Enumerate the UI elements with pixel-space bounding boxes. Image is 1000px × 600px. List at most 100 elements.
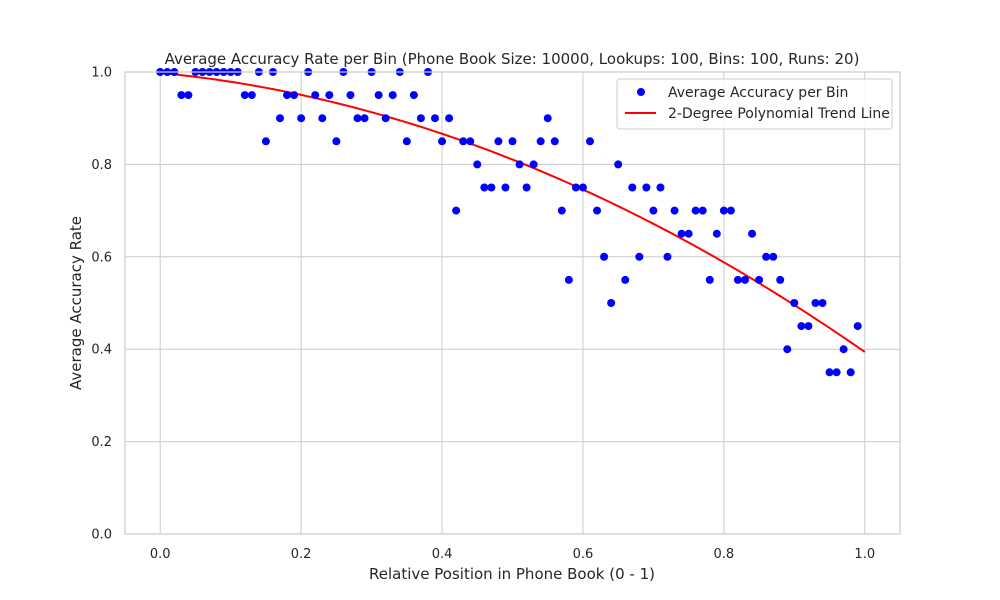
data-point bbox=[318, 114, 327, 123]
data-point bbox=[712, 229, 721, 238]
data-point bbox=[325, 91, 334, 100]
data-point bbox=[832, 368, 841, 377]
data-point bbox=[261, 137, 270, 146]
data-point bbox=[776, 275, 785, 284]
data-point bbox=[438, 137, 447, 146]
data-point bbox=[480, 183, 489, 192]
data-point bbox=[381, 114, 390, 123]
x-axis-label: Relative Position in Phone Book (0 - 1) bbox=[369, 565, 655, 583]
data-point bbox=[656, 183, 665, 192]
data-point bbox=[543, 114, 552, 123]
data-point bbox=[642, 183, 651, 192]
data-point bbox=[409, 91, 418, 100]
legend: Average Accuracy per Bin 2-Degree Polyno… bbox=[616, 78, 893, 130]
data-point bbox=[741, 275, 749, 284]
x-tick-label: 0.4 bbox=[432, 547, 453, 562]
data-point bbox=[494, 137, 503, 146]
data-point bbox=[663, 252, 672, 261]
data-point bbox=[332, 137, 341, 146]
data-point bbox=[240, 91, 249, 100]
data-point bbox=[353, 114, 362, 123]
data-point bbox=[184, 91, 193, 100]
data-point bbox=[628, 183, 637, 192]
data-point bbox=[466, 137, 475, 146]
data-point bbox=[402, 137, 411, 146]
data-point bbox=[649, 206, 658, 215]
data-point bbox=[607, 299, 616, 307]
data-point bbox=[487, 183, 496, 192]
data-point bbox=[557, 206, 566, 215]
data-point bbox=[769, 252, 778, 261]
data-point bbox=[501, 183, 510, 192]
data-point bbox=[452, 206, 461, 215]
data-point bbox=[790, 299, 799, 307]
y-tick-label: 1.0 bbox=[91, 66, 112, 81]
data-point bbox=[445, 114, 454, 123]
data-point bbox=[755, 275, 764, 284]
data-point bbox=[388, 91, 397, 100]
data-point bbox=[719, 206, 728, 215]
x-tick-label: 0.0 bbox=[150, 547, 171, 562]
data-point bbox=[473, 160, 482, 169]
data-point bbox=[726, 206, 735, 215]
data-point bbox=[846, 368, 855, 377]
data-point bbox=[522, 183, 531, 192]
y-tick-label: 0.2 bbox=[91, 435, 112, 450]
data-point bbox=[431, 114, 439, 123]
y-tick-label: 0.4 bbox=[91, 343, 112, 358]
data-point bbox=[515, 160, 524, 169]
y-tick-label: 0.6 bbox=[91, 250, 112, 265]
data-point bbox=[839, 345, 848, 354]
legend-line-label: 2-Degree Polynomial Trend Line bbox=[668, 106, 890, 122]
data-point bbox=[529, 160, 538, 169]
data-point bbox=[600, 252, 609, 261]
plot-frame bbox=[124, 71, 901, 535]
data-point bbox=[670, 206, 679, 215]
x-tick-label: 0.2 bbox=[291, 547, 312, 562]
data-point bbox=[346, 91, 355, 100]
plot-border bbox=[124, 71, 901, 535]
y-axis-label: Average Accuracy Rate bbox=[67, 216, 85, 390]
data-point bbox=[276, 114, 284, 123]
data-point bbox=[550, 137, 559, 146]
trend-layer bbox=[160, 71, 866, 353]
data-point bbox=[783, 345, 792, 354]
legend-box bbox=[616, 78, 893, 130]
data-point bbox=[635, 252, 644, 261]
data-point bbox=[684, 229, 693, 238]
data-point bbox=[360, 114, 369, 123]
y-tick-label: 0.8 bbox=[91, 158, 112, 173]
legend-scatter-label: Average Accuracy per Bin bbox=[668, 85, 848, 101]
data-point bbox=[297, 114, 306, 123]
data-point bbox=[593, 206, 602, 215]
trend-line bbox=[160, 71, 866, 353]
data-point bbox=[691, 206, 700, 215]
data-point bbox=[290, 91, 299, 100]
data-point bbox=[578, 183, 587, 192]
data-point bbox=[564, 275, 573, 284]
data-point bbox=[283, 91, 292, 100]
data-point bbox=[811, 299, 820, 307]
legend-scatter-marker bbox=[637, 88, 645, 96]
data-point bbox=[762, 252, 771, 261]
data-point bbox=[536, 137, 545, 146]
data-point bbox=[614, 160, 623, 169]
data-point bbox=[825, 368, 834, 377]
tick-labels: 0.0 0.2 0.4 0.6 0.8 1.0 0.0 0.2 0.4 0.6 0.8 1.0 bbox=[91, 66, 875, 563]
data-point bbox=[748, 229, 757, 238]
data-point bbox=[677, 229, 686, 238]
points-layer bbox=[156, 68, 862, 377]
data-point bbox=[733, 275, 742, 284]
data-point bbox=[177, 91, 186, 100]
data-point bbox=[416, 114, 425, 123]
data-point bbox=[853, 322, 862, 331]
chart-title: Average Accuracy Rate per Bin (Phone Boo… bbox=[165, 50, 860, 68]
data-point bbox=[705, 275, 714, 284]
data-point bbox=[804, 322, 813, 331]
data-point bbox=[698, 206, 707, 215]
data-point bbox=[247, 91, 256, 100]
data-point bbox=[571, 183, 580, 192]
data-point bbox=[621, 275, 630, 284]
data-point bbox=[818, 299, 827, 307]
